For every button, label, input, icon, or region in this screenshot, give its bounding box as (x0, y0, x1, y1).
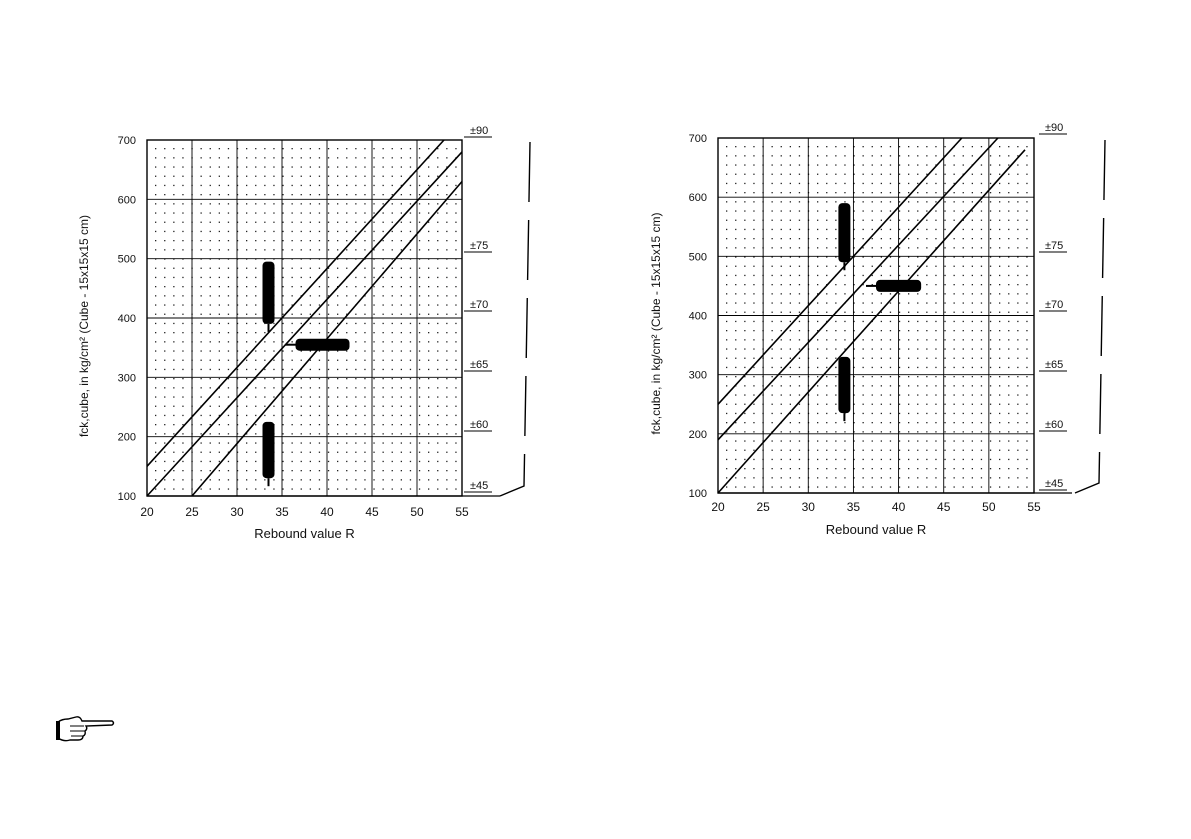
right-scale-label: ±60 (1045, 419, 1063, 431)
right-scale-label: ±70 (470, 299, 488, 311)
right-scale-label: ±70 (1045, 299, 1063, 311)
rebound-chart-right: 20 25 30 35 40 45 50 55 100 200 300 400 500 600 700 ±90… (649, 122, 1106, 537)
marker-vertical-1 (262, 261, 275, 324)
x-tick-label: 25 (185, 505, 199, 519)
y-tick-label: 300 (118, 372, 136, 384)
x-tick-label: 40 (320, 505, 334, 519)
y-tick-label: 300 (689, 370, 707, 382)
y-tick-label: 500 (689, 251, 707, 263)
right-scale-label: ±60 (470, 419, 488, 431)
right-scale-label: ±90 (1045, 122, 1063, 134)
right-scale-label: ±75 (1045, 240, 1063, 252)
y-tick-label: 200 (118, 432, 136, 444)
marker-vertical-3 (838, 356, 851, 414)
x-axis-title: Rebound value R (826, 522, 926, 537)
right-scale-label: ±75 (470, 240, 488, 252)
y-tick-label: 700 (118, 135, 136, 147)
y-tick-label: 600 (689, 192, 707, 204)
y-tick-label: 200 (689, 429, 707, 441)
marker-vertical-1 (838, 203, 851, 263)
x-tick-label: 30 (802, 500, 816, 514)
y-tick-label: 400 (118, 313, 136, 325)
y-tick-label: 500 (118, 254, 136, 266)
x-tick-label: 55 (455, 505, 469, 519)
x-tick-label: 20 (711, 500, 725, 514)
y-tick-label: 700 (689, 133, 707, 145)
y-axis-title: fck,cube, in kg/cm² (Cube - 15x15x15 cm) (649, 212, 663, 434)
y-tick-label: 600 (118, 194, 136, 206)
x-tick-label: 45 (365, 505, 379, 519)
right-scale-label: ±45 (470, 480, 488, 492)
rebound-chart-left: 20 25 30 35 40 45 50 55 100 200 300 400 500 600 700 ±90… (77, 125, 531, 541)
series-line-2 (146, 151, 463, 497)
x-tick-label: 30 (230, 505, 244, 519)
right-boundary (1074, 139, 1106, 494)
major-grid (147, 140, 462, 496)
x-tick-label: 55 (1027, 500, 1041, 514)
y-tick-label: 400 (689, 311, 707, 323)
x-tick-label: 40 (892, 500, 906, 514)
x-tick-label: 50 (410, 505, 424, 519)
x-tick-label: 20 (140, 505, 154, 519)
y-tick-label: 100 (689, 488, 707, 500)
series-line-1 (717, 137, 963, 405)
marker-vertical-3 (262, 421, 275, 479)
series-line-3 (717, 149, 1026, 494)
right-scale-label: ±45 (1045, 478, 1063, 490)
marker-horizontal-2 (295, 338, 350, 351)
marker-horizontal-2 (876, 279, 922, 292)
right-boundary (499, 141, 531, 497)
pointing-hand-icon (56, 716, 115, 742)
right-scale-label: ±65 (470, 359, 488, 371)
x-tick-label: 35 (847, 500, 861, 514)
series-line-2 (717, 137, 999, 441)
series-line-1 (146, 139, 445, 467)
right-scale-label: ±65 (1045, 359, 1063, 371)
x-tick-label: 35 (275, 505, 289, 519)
x-tick-label: 25 (756, 500, 770, 514)
y-axis-title: fck,cube, in kg/cm² (Cube - 15x15x15 cm) (77, 215, 91, 437)
x-tick-label: 50 (982, 500, 996, 514)
x-tick-label: 45 (937, 500, 951, 514)
right-scale-label: ±90 (470, 125, 488, 137)
x-axis-title: Rebound value R (254, 526, 354, 541)
y-tick-label: 100 (118, 491, 136, 503)
